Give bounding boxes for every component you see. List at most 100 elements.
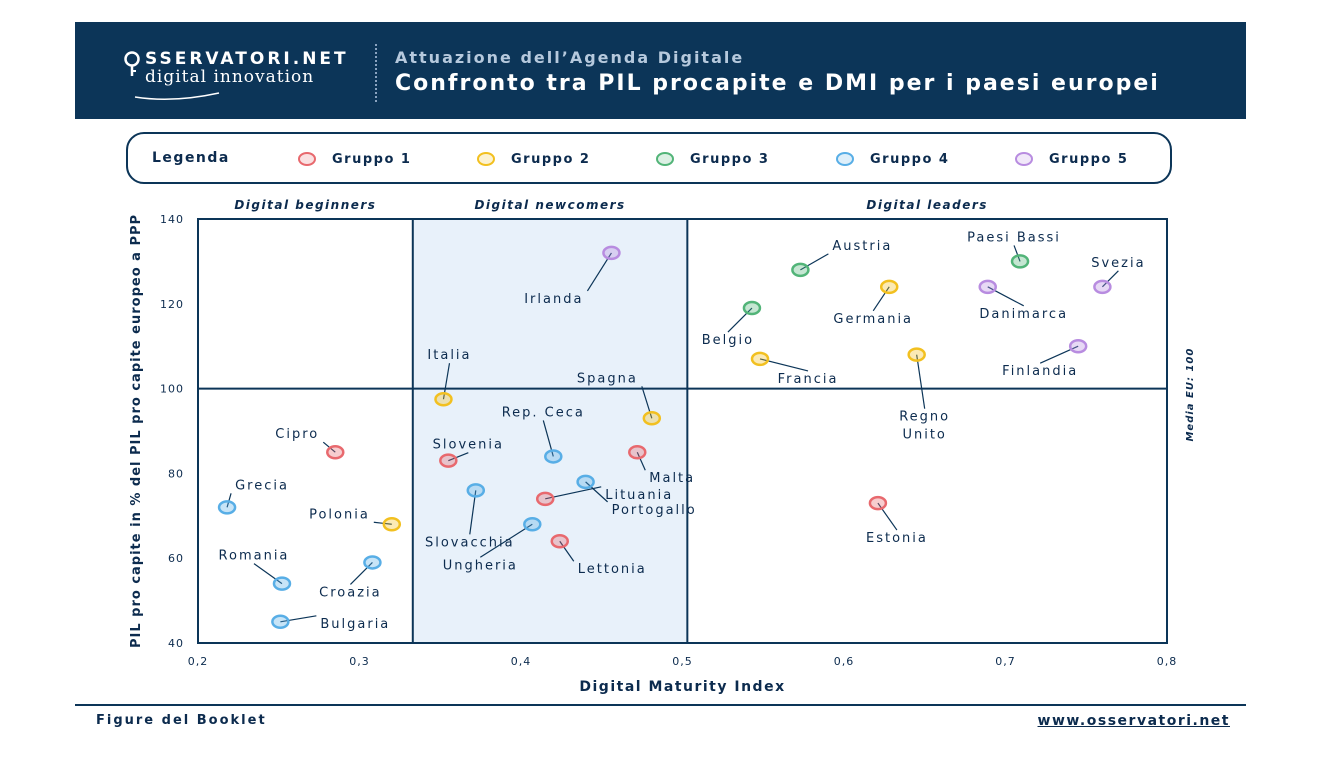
point-label: Lettonia [578, 562, 647, 577]
point-ungheria[interactable] [523, 517, 542, 532]
x-tick-label: 0,7 [995, 655, 1016, 668]
x-tick-label: 0,3 [349, 655, 370, 668]
osservatori-logo[interactable]: SSERVATORI.NET digital innovation [123, 49, 349, 100]
legend-label: Gruppo 2 [511, 151, 591, 167]
point-malta[interactable] [628, 444, 647, 460]
leader-line [916, 354, 926, 409]
footer-divider [75, 704, 1246, 706]
point-austria[interactable] [791, 262, 810, 278]
header-banner: SSERVATORI.NET digital innovation Attuaz… [75, 22, 1246, 119]
y-tick-label: 60 [168, 552, 184, 565]
point-label: Unito [902, 428, 946, 443]
point-irlanda[interactable] [602, 245, 621, 261]
legend-item-gruppo-2: Gruppo 2 [477, 149, 590, 169]
point-francia[interactable] [750, 351, 770, 367]
point-polonia[interactable] [382, 517, 402, 532]
logo-name: SSERVATORI.NET [145, 49, 349, 69]
point-label: Cipro [275, 427, 319, 442]
point-danimarca[interactable] [978, 279, 997, 295]
point-romania[interactable] [272, 576, 292, 591]
zone-label: Digital leaders [866, 198, 988, 212]
point-slovacchia[interactable] [466, 483, 486, 498]
point-label: Danimarca [979, 307, 1068, 322]
y-axis-label: PIL pro capite in % del PIL pro capite e… [129, 214, 144, 648]
point-italia[interactable] [434, 391, 453, 407]
legend-marker [298, 152, 316, 166]
point-label: Ungheria [443, 558, 518, 573]
x-axis-label: Digital Maturity Index [579, 679, 785, 695]
leader-line [636, 451, 646, 471]
point-lettonia[interactable] [550, 533, 570, 549]
legend-item-gruppo-4: Gruppo 4 [836, 149, 949, 169]
leader-line [479, 523, 533, 558]
point-label: Croazia [319, 585, 381, 600]
y-tick-label: 140 [160, 213, 184, 226]
x-tick-label: 0,2 [188, 655, 209, 668]
point-label: Belgio [702, 333, 754, 348]
point-belgio[interactable] [742, 300, 762, 316]
legend-marker [836, 152, 854, 166]
point-spagna[interactable] [642, 411, 662, 426]
logo-tagline: digital innovation [145, 67, 315, 87]
x-tick-label: 0,6 [834, 655, 855, 668]
leader-line [280, 615, 317, 623]
point-label: Slovacchia [425, 535, 515, 550]
point-label: Svezia [1091, 256, 1145, 271]
point-label: Malta [649, 471, 695, 486]
key-icon [124, 51, 140, 76]
point-label: Francia [778, 372, 839, 387]
zone-label: Digital newcomers [474, 198, 625, 212]
point-svezia[interactable] [1093, 279, 1112, 295]
leader-line [1013, 245, 1021, 262]
point-rep-ceca[interactable] [544, 449, 563, 464]
point-label: Austria [832, 239, 892, 254]
legend-item-gruppo-1: Gruppo 1 [298, 149, 411, 169]
legend-item-gruppo-5: Gruppo 5 [1015, 149, 1128, 169]
legend-item-gruppo-3: Gruppo 3 [656, 149, 769, 169]
point-bulgaria[interactable] [271, 614, 290, 630]
plot-frame [197, 218, 1168, 644]
point-label: Paesi Bassi [967, 230, 1061, 245]
page-title: Confronto tra PIL procapite e DMI per i … [395, 71, 1160, 96]
point-estonia[interactable] [868, 495, 888, 511]
leader-line [349, 562, 373, 585]
y-tick-label: 100 [160, 383, 184, 396]
point-portogallo[interactable] [576, 474, 595, 490]
header-subtitle: Attuazione dell’Agenda Digitale [395, 48, 745, 67]
point-label: Spagna [577, 371, 638, 386]
point-regno-unito[interactable] [907, 347, 926, 362]
leader-line [800, 253, 829, 271]
point-label: Slovenia [433, 438, 504, 453]
leader-line [872, 286, 890, 312]
point-finlandia[interactable] [1068, 338, 1088, 354]
point-germania[interactable] [879, 279, 899, 295]
x-tick-label: 0,4 [511, 655, 532, 668]
point-croazia[interactable] [363, 555, 382, 570]
legend-label: Gruppo 3 [690, 151, 770, 167]
point-cipro[interactable] [326, 444, 345, 460]
point-label: Finlandia [1002, 364, 1078, 379]
point-label: Rep. Ceca [502, 405, 585, 420]
header-divider [375, 44, 377, 102]
legend-marker [477, 152, 495, 166]
zone-label: Digital beginners [234, 198, 376, 212]
legend-label: Gruppo 4 [870, 151, 950, 167]
leader-line [585, 481, 609, 503]
point-grecia[interactable] [217, 500, 237, 515]
legend-marker [656, 152, 674, 166]
leader-line [448, 452, 469, 462]
point-slovenia[interactable] [439, 453, 458, 468]
footer-website-link[interactable]: www.osservatori.net [1037, 713, 1230, 729]
point-label: Grecia [235, 478, 289, 493]
x-tick-label: 0,8 [1157, 655, 1178, 668]
legend-title: Legenda [152, 150, 230, 166]
point-label: Lituania [605, 488, 673, 503]
point-label: Germania [833, 312, 913, 327]
point-paesi-bassi[interactable] [1010, 254, 1030, 269]
leader-line [253, 563, 283, 585]
point-lituania[interactable] [535, 491, 555, 507]
legend-marker [1015, 152, 1033, 166]
point-label: Polonia [309, 507, 370, 522]
leader-line [1101, 270, 1119, 288]
